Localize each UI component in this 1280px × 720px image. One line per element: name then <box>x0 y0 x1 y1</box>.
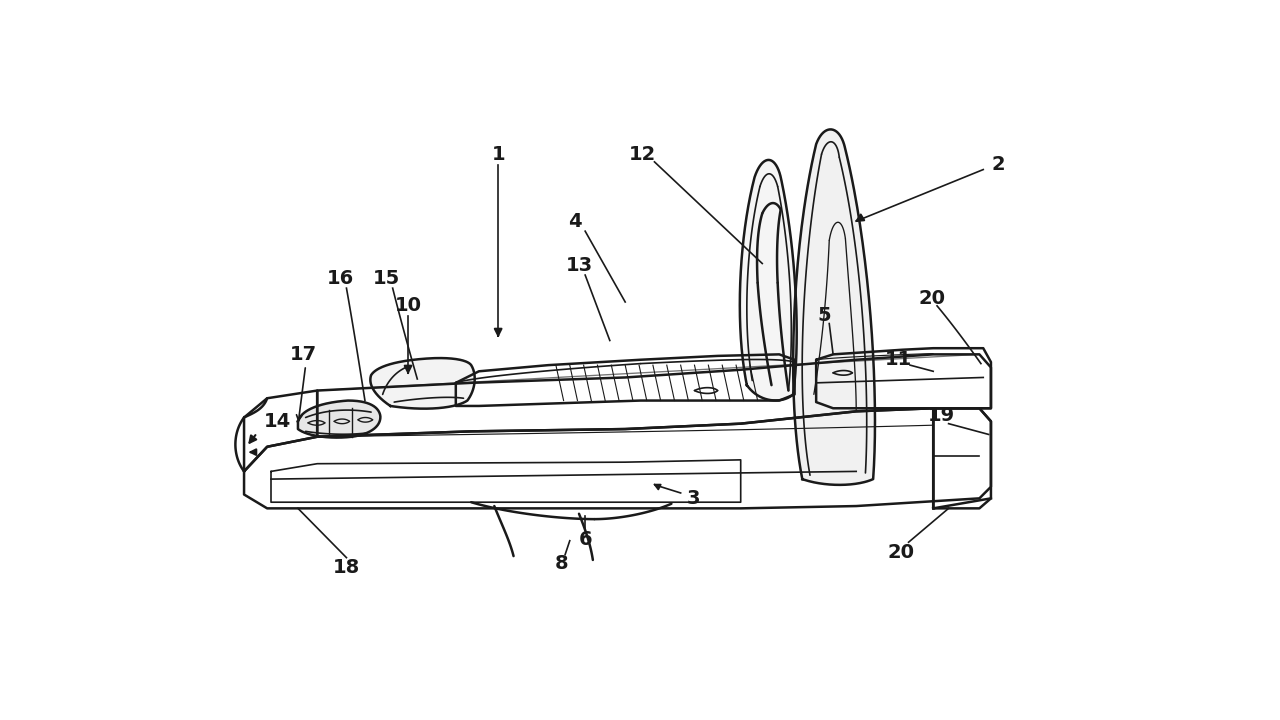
Text: 20: 20 <box>918 289 945 307</box>
Polygon shape <box>298 400 380 438</box>
Text: 10: 10 <box>394 297 421 315</box>
Text: 8: 8 <box>556 554 568 573</box>
Text: 1: 1 <box>492 145 506 163</box>
Text: 20: 20 <box>887 543 914 562</box>
Polygon shape <box>370 358 475 409</box>
Text: 13: 13 <box>566 256 593 274</box>
Text: 19: 19 <box>927 407 955 426</box>
Polygon shape <box>794 130 876 485</box>
Text: 12: 12 <box>628 145 655 163</box>
Text: 16: 16 <box>326 269 355 289</box>
Text: 18: 18 <box>333 558 360 577</box>
Text: 5: 5 <box>817 306 831 325</box>
Text: 3: 3 <box>686 489 700 508</box>
Text: 14: 14 <box>264 412 291 431</box>
Text: 6: 6 <box>579 530 591 549</box>
Polygon shape <box>740 160 796 400</box>
Text: 15: 15 <box>372 269 401 289</box>
Text: 2: 2 <box>992 156 1006 174</box>
Text: 11: 11 <box>884 350 913 369</box>
Text: 4: 4 <box>568 212 582 230</box>
Text: 17: 17 <box>289 345 317 364</box>
